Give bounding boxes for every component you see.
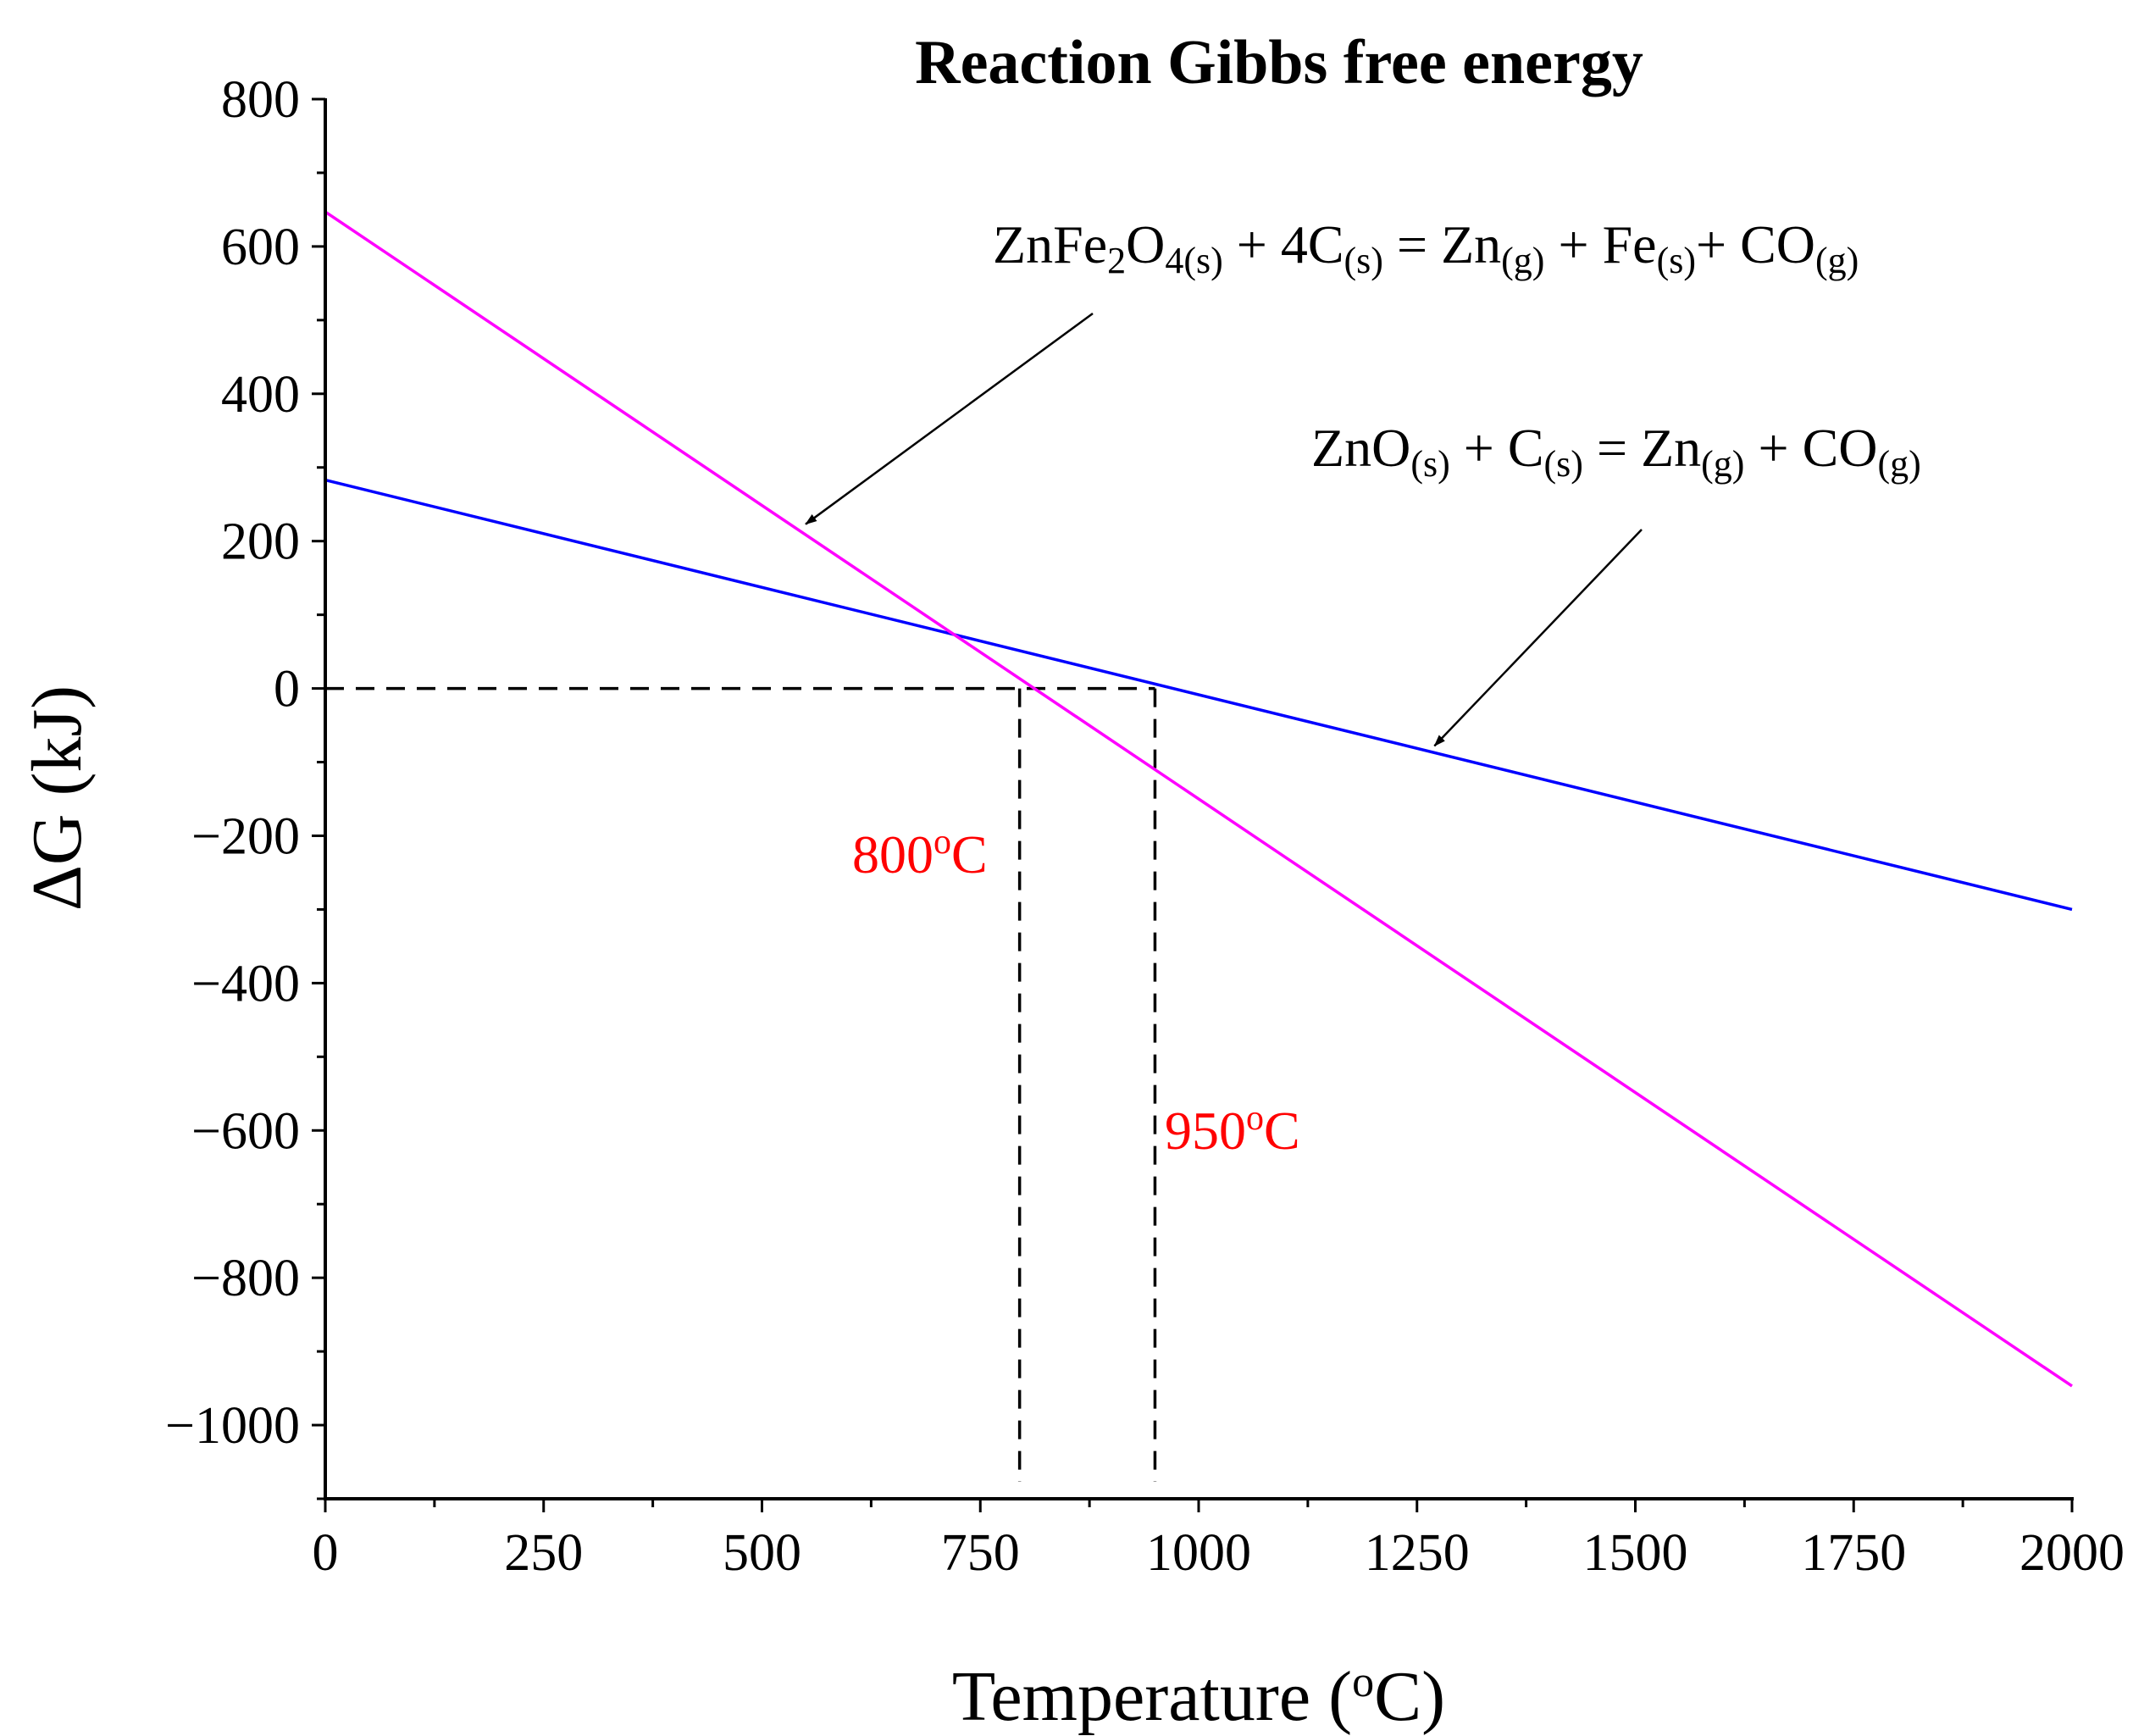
y-tick-label: −600 bbox=[191, 1102, 300, 1160]
ref-label-main: 950 bbox=[1165, 1101, 1246, 1161]
zno-arrow bbox=[1433, 529, 1643, 747]
x-axis-title-tail: C) bbox=[1374, 1657, 1445, 1736]
formula-text: = Zn bbox=[1583, 418, 1701, 478]
series-lines bbox=[324, 210, 2073, 1388]
subscript: (g) bbox=[1701, 443, 1744, 485]
ref-label-tail: C bbox=[951, 824, 988, 885]
subscript: 4(s) bbox=[1165, 240, 1222, 281]
y-tick-label: −400 bbox=[191, 955, 300, 1012]
formula-text: + CO bbox=[1696, 214, 1815, 275]
x-tick-label: 1500 bbox=[1583, 1524, 1688, 1582]
y-tick-label: −800 bbox=[191, 1250, 300, 1307]
subscript: (s) bbox=[1657, 240, 1696, 281]
y-tick-label: 400 bbox=[221, 366, 300, 424]
ref-label-sup: o bbox=[1246, 1099, 1264, 1138]
subscript: (s) bbox=[1544, 443, 1583, 485]
x-tick-label: 0 bbox=[313, 1524, 339, 1582]
x-ticks: 0 250 500 750 1000 1250 1500 1750 2000 bbox=[313, 1499, 2125, 1582]
formula-text: = Zn bbox=[1383, 214, 1501, 275]
x-tick-label: 2000 bbox=[2019, 1524, 2125, 1582]
formula-text: ZnO bbox=[1311, 418, 1410, 478]
formula-text: + Fe bbox=[1544, 214, 1656, 275]
y-tick-label: −1000 bbox=[165, 1397, 300, 1455]
ref-label-tail: C bbox=[1264, 1101, 1300, 1161]
ref-label-800c: 800oC bbox=[852, 823, 988, 885]
zno-reaction-label: ZnO(s) + C(s) = Zn(g) + CO(g) bbox=[1311, 418, 1921, 485]
x-tick-label: 750 bbox=[941, 1524, 1020, 1582]
reference-lines bbox=[325, 686, 1157, 1482]
y-tick-label: 0 bbox=[274, 661, 300, 718]
x-tick-label: 1000 bbox=[1146, 1524, 1251, 1582]
y-axis-title: ΔG (kJ) bbox=[18, 685, 97, 911]
y-tick-label: 200 bbox=[221, 513, 300, 571]
subscript: (s) bbox=[1410, 443, 1449, 485]
chart-title: Reaction Gibbs free energy bbox=[915, 28, 1643, 97]
subscript: (g) bbox=[1501, 240, 1544, 281]
x-tick-label: 1750 bbox=[1801, 1524, 1906, 1582]
formula-text: + C bbox=[1450, 418, 1544, 478]
ref-label-main: 800 bbox=[852, 824, 934, 885]
y-ticks: 800 600 400 200 0 −200 −400 −600 −800 −1000 bbox=[165, 71, 325, 1500]
formula-text: ZnFe bbox=[993, 214, 1107, 275]
znfe2o4-arrow bbox=[805, 312, 1094, 525]
ref-label-950c: 950oC bbox=[1165, 1099, 1300, 1161]
x-tick-label: 500 bbox=[723, 1524, 801, 1582]
subscript: (g) bbox=[1877, 443, 1920, 485]
y-tick-label: 600 bbox=[221, 219, 300, 276]
x-axis-title-main: Temperature ( bbox=[952, 1657, 1352, 1736]
subscript: (s) bbox=[1344, 240, 1383, 281]
formula-text: + 4C bbox=[1223, 214, 1344, 275]
znfe2o4-reaction-label: ZnFe2O4(s) + 4C(s) = Zn(g) + Fe(s)+ CO(g… bbox=[993, 214, 1859, 281]
x-tick-label: 1250 bbox=[1365, 1524, 1470, 1582]
y-tick-label: −200 bbox=[191, 807, 300, 865]
formula-text: O bbox=[1126, 214, 1165, 275]
formula-text: + CO bbox=[1744, 418, 1877, 478]
x-axis-title-sup: o bbox=[1352, 1658, 1374, 1706]
subscript: (g) bbox=[1815, 240, 1859, 281]
ref-label-sup: o bbox=[934, 823, 951, 862]
subscript: 2 bbox=[1107, 240, 1126, 281]
x-axis-title: Temperature (oC) bbox=[952, 1657, 1445, 1736]
y-tick-label: 800 bbox=[221, 71, 300, 129]
x-tick-label: 250 bbox=[504, 1524, 583, 1582]
znfe2o4-reaction-line bbox=[324, 210, 2073, 1388]
zno-reaction-line bbox=[324, 478, 2073, 912]
